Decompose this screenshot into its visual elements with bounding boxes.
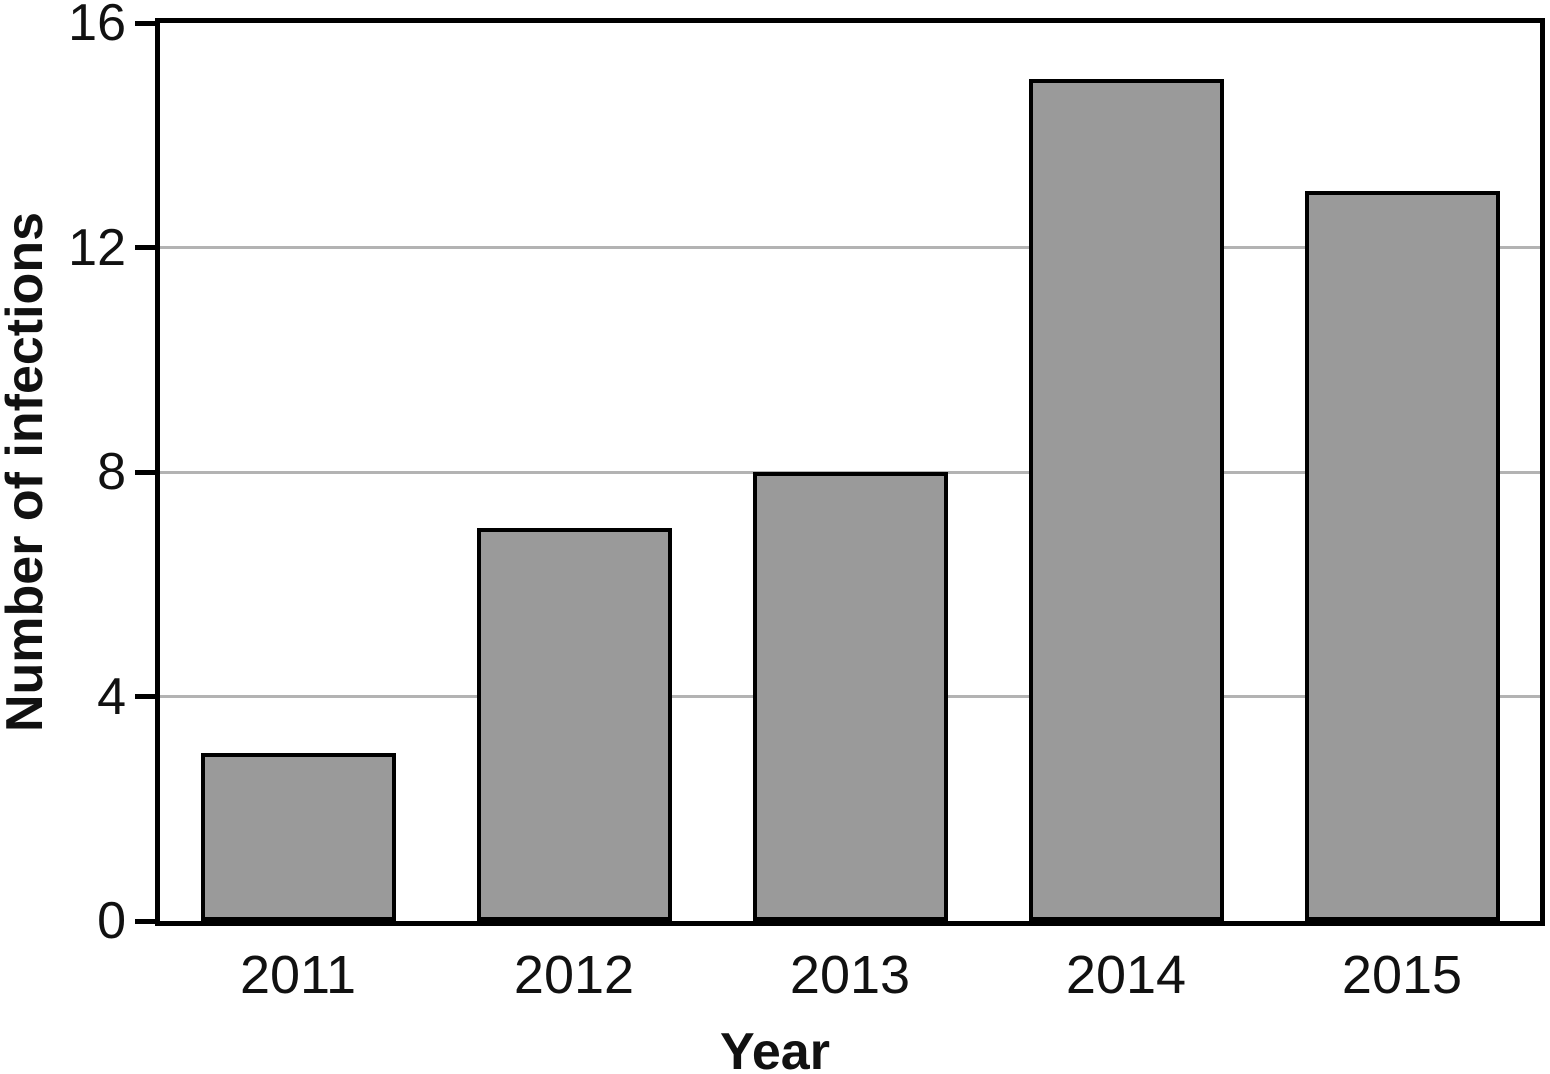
bar-2014 <box>1028 79 1224 921</box>
y-tick-mark-8 <box>135 469 156 475</box>
x-tick-label-2014: 2014 <box>1065 945 1187 1005</box>
bar-2012 <box>476 528 672 921</box>
y-tick-label-8: 8 <box>97 443 126 501</box>
x-axis-title: Year <box>720 1023 830 1074</box>
bar-2011 <box>200 752 396 921</box>
y-tick-mark-0 <box>135 918 156 924</box>
bar-2013 <box>752 472 948 921</box>
y-tick-label-16: 16 <box>68 0 126 52</box>
y-tick-label-12: 12 <box>68 218 126 277</box>
x-tick-label-2011: 2011 <box>239 945 357 1005</box>
x-tick-label-2013: 2013 <box>789 945 911 1005</box>
plot-area <box>155 18 1545 926</box>
gridline-12 <box>160 246 1540 249</box>
y-tick-mark-4 <box>135 694 156 699</box>
y-tick-label-4: 4 <box>97 667 126 726</box>
x-tick-label-2015: 2015 <box>1341 945 1463 1005</box>
y-tick-label-0: 0 <box>97 892 126 950</box>
x-tick-label-2012: 2012 <box>513 945 635 1005</box>
y-tick-mark-12 <box>135 245 156 250</box>
bar-2015 <box>1304 191 1500 921</box>
y-tick-mark-16 <box>135 20 156 26</box>
